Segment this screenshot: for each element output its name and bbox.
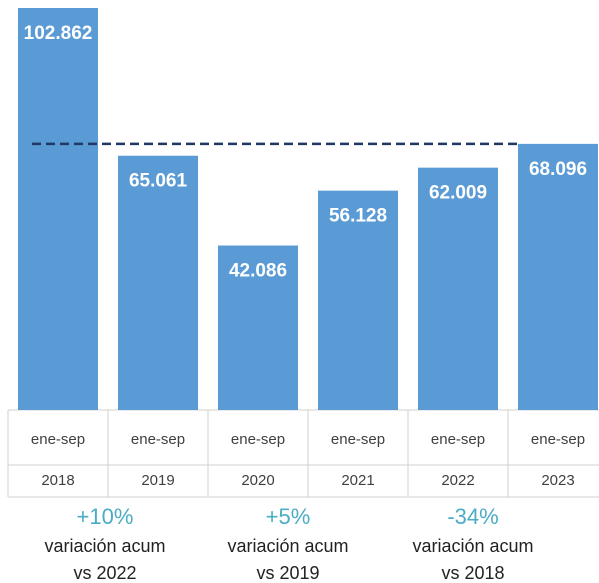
bar [18, 8, 98, 410]
x-tick-label: 2018 [41, 472, 74, 489]
value-label: 62.009 [429, 183, 487, 204]
value-label: 65.061 [129, 171, 188, 192]
x-tick-label: ene-sep [231, 431, 285, 448]
value-label: 42.086 [229, 261, 287, 282]
annotation-value: +5% [266, 504, 311, 529]
value-label: 68.096 [529, 159, 587, 180]
x-tick-label: ene-sep [31, 431, 85, 448]
annotation-text: vs 2019 [256, 563, 319, 583]
annotation-text: vs 2022 [73, 563, 136, 583]
x-tick-label: ene-sep [331, 431, 385, 448]
bar [118, 155, 198, 410]
x-tick-label: ene-sep [131, 431, 185, 448]
bar [518, 143, 598, 410]
x-tick-label: 2023 [541, 472, 574, 489]
annotation-value: +10% [77, 504, 134, 529]
annotation-text: variación acum [227, 536, 348, 556]
x-tick-label: 2021 [341, 472, 374, 489]
x-tick-label: ene-sep [531, 431, 585, 448]
bar [218, 245, 298, 410]
value-label: 102.862 [24, 23, 93, 44]
bar [318, 190, 398, 410]
bar [418, 167, 498, 410]
annotation-text: variación acum [412, 536, 533, 556]
annotation-value: -34% [447, 504, 498, 529]
x-tick-label: ene-sep [431, 431, 485, 448]
annotation-text: variación acum [44, 536, 165, 556]
x-tick-label: 2022 [441, 472, 474, 489]
value-label: 56.128 [329, 206, 387, 227]
x-tick-label: 2020 [241, 472, 274, 489]
x-tick-label: 2019 [141, 472, 174, 489]
annotation-text: vs 2018 [441, 563, 504, 583]
